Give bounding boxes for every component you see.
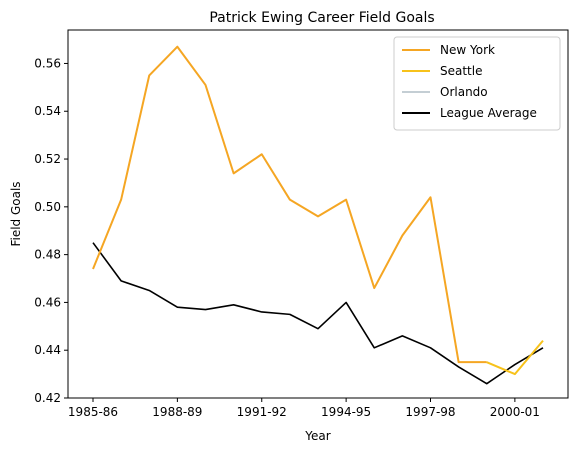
y-tick-label: 0.48	[34, 248, 61, 262]
y-tick-label: 0.54	[34, 104, 61, 118]
legend-label: New York	[440, 43, 495, 57]
y-axis-label: Field Goals	[9, 181, 23, 246]
x-tick-label: 1985-86	[68, 405, 118, 419]
y-tick-label: 0.50	[34, 200, 61, 214]
legend-label: Seattle	[440, 64, 482, 78]
legend-label: Orlando	[440, 85, 488, 99]
legend-box	[393, 36, 561, 131]
x-tick-label: 1991-92	[237, 405, 287, 419]
axes-frame	[67, 29, 569, 399]
y-tick-label: 0.42	[34, 391, 61, 405]
legend-label: League Average	[440, 106, 537, 120]
legend: New York Seattle Orlando League Average	[393, 36, 561, 131]
series-connector-seattle	[486, 340, 544, 376]
x-axis-label: Year	[304, 429, 330, 443]
chart-title: Patrick Ewing Career Field Goals	[209, 10, 434, 26]
plot-area: 0.42 0.44 0.46 0.48 0.50 0.52 0.54 0.56 1985-86 1…	[34, 29, 569, 419]
x-tick-label: 1997-98	[405, 405, 455, 419]
y-tick-label: 0.52	[34, 152, 61, 166]
x-tick-label: 1994-95	[321, 405, 371, 419]
x-tick-label: 2000-01	[490, 405, 540, 419]
y-tick-label: 0.46	[34, 295, 61, 309]
series-line-league-average	[92, 242, 544, 385]
x-tick-label: 1988-89	[152, 405, 202, 419]
y-tick-label: 0.44	[34, 343, 61, 357]
series-line-new-york	[92, 45, 487, 364]
y-tick-label: 0.56	[34, 56, 61, 70]
